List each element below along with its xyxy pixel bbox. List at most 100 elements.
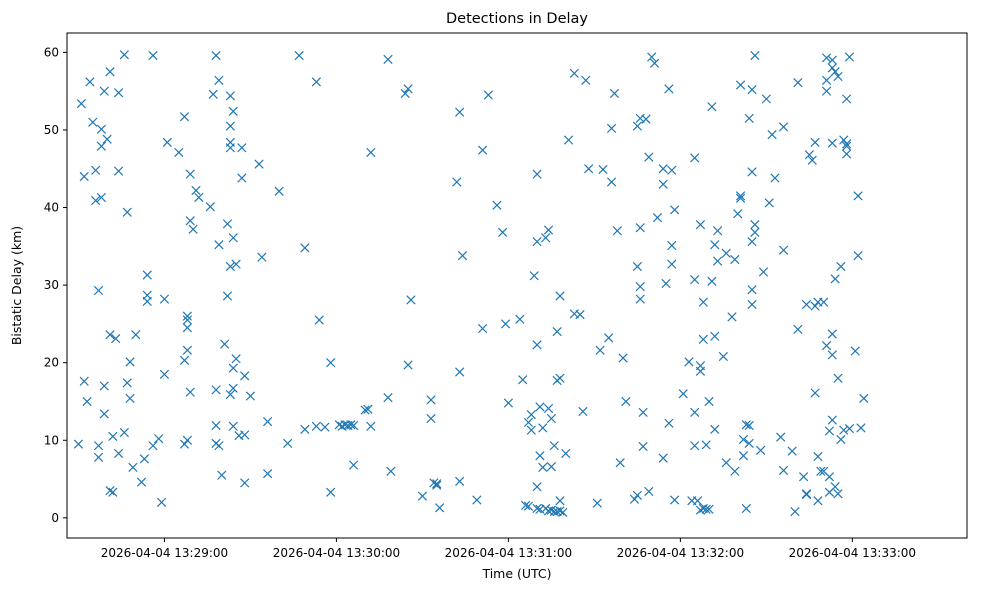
data-point — [555, 373, 565, 383]
data-point — [741, 503, 751, 514]
data-point — [383, 54, 393, 64]
y-axis-ticks: 0 10 20 30 40 50 60 — [44, 45, 67, 525]
data-point — [744, 420, 754, 431]
y-tick-label: 30 — [44, 278, 59, 292]
y-tick-label: 50 — [44, 123, 59, 137]
data-point — [231, 354, 241, 364]
data-point — [853, 251, 863, 261]
data-point — [764, 198, 774, 208]
data-point — [704, 504, 714, 514]
data-point — [670, 495, 680, 505]
data-point — [162, 137, 172, 148]
data-point — [131, 330, 141, 340]
data-point — [770, 173, 780, 183]
data-point — [294, 50, 304, 61]
data-point — [360, 405, 370, 415]
data-point — [194, 192, 204, 203]
data-point — [113, 448, 124, 459]
data-point — [581, 75, 591, 85]
data-point — [661, 278, 671, 289]
data-point — [85, 77, 95, 87]
data-point — [833, 373, 843, 383]
data-point — [798, 472, 809, 482]
data-point — [483, 90, 493, 100]
data-point — [701, 440, 711, 450]
data-points — [73, 50, 869, 518]
data-point — [824, 426, 835, 436]
data-point — [727, 312, 737, 322]
data-point — [222, 291, 233, 301]
data-point — [503, 398, 514, 408]
data-point — [563, 135, 574, 145]
data-point — [841, 141, 852, 151]
data-point — [830, 274, 840, 284]
data-point — [532, 482, 542, 492]
data-point — [692, 496, 703, 506]
data-point — [750, 50, 760, 61]
data-point — [690, 275, 700, 285]
data-point — [658, 164, 668, 174]
data-point — [555, 291, 565, 301]
data-point — [538, 423, 548, 433]
data-point — [122, 207, 132, 217]
data-point — [707, 102, 717, 112]
data-point — [237, 173, 247, 183]
data-point — [758, 267, 769, 277]
data-point — [211, 50, 221, 61]
data-point — [833, 71, 843, 82]
data-point — [320, 422, 330, 432]
data-point — [128, 462, 138, 473]
data-point — [833, 489, 843, 499]
data-point — [810, 388, 820, 398]
data-point — [492, 200, 502, 210]
data-point — [827, 415, 837, 425]
data-point — [311, 77, 321, 87]
x-tick-label: 2026-04-04 13:30:00 — [273, 546, 400, 560]
data-point — [182, 345, 193, 355]
data-point — [455, 367, 465, 377]
data-point — [718, 351, 728, 362]
data-point — [649, 58, 660, 68]
data-point — [684, 357, 694, 367]
data-point — [844, 423, 855, 434]
data-point — [348, 420, 359, 431]
data-point — [452, 177, 462, 187]
data-point — [532, 503, 542, 514]
data-point — [185, 387, 195, 397]
data-point — [538, 462, 548, 473]
data-point — [363, 404, 373, 414]
data-point — [744, 113, 754, 123]
data-point — [225, 389, 236, 400]
data-point — [850, 346, 860, 356]
data-point — [108, 487, 118, 497]
y-tick-label: 10 — [44, 433, 59, 447]
data-point — [747, 285, 757, 295]
data-point — [225, 121, 236, 131]
data-point — [690, 153, 700, 163]
data-point — [750, 227, 760, 237]
data-point — [228, 421, 238, 431]
data-point — [434, 503, 445, 513]
data-point — [839, 425, 849, 435]
data-point — [810, 137, 820, 148]
data-point — [142, 296, 152, 307]
data-point — [76, 98, 86, 109]
data-point — [240, 430, 250, 440]
data-point — [532, 169, 542, 179]
data-point — [667, 240, 677, 251]
data-point — [555, 506, 565, 516]
data-point — [756, 445, 766, 455]
data-point — [552, 327, 562, 337]
data-point — [856, 423, 866, 433]
data-point — [523, 417, 534, 428]
data-point — [205, 202, 215, 212]
data-point — [664, 418, 674, 428]
data-point — [314, 315, 324, 325]
data-point — [816, 466, 826, 476]
data-point — [99, 409, 109, 419]
data-point — [819, 297, 829, 307]
data-point — [211, 385, 221, 395]
x-tick-label: 2026-04-04 13:32:00 — [617, 546, 744, 560]
data-point — [546, 413, 557, 424]
data-point — [406, 295, 416, 305]
